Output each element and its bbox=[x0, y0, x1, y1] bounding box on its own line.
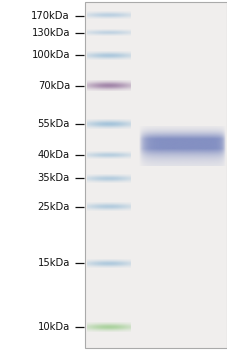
Text: 25kDa: 25kDa bbox=[37, 202, 70, 212]
Text: 130kDa: 130kDa bbox=[31, 28, 70, 38]
FancyBboxPatch shape bbox=[85, 2, 226, 348]
Text: 15kDa: 15kDa bbox=[37, 258, 70, 268]
Text: 10kDa: 10kDa bbox=[38, 322, 70, 332]
Text: 35kDa: 35kDa bbox=[38, 174, 70, 183]
Text: 100kDa: 100kDa bbox=[31, 50, 70, 61]
Text: 55kDa: 55kDa bbox=[37, 119, 70, 129]
Text: 70kDa: 70kDa bbox=[38, 81, 70, 91]
Text: 40kDa: 40kDa bbox=[38, 150, 70, 160]
Text: 170kDa: 170kDa bbox=[31, 10, 70, 21]
